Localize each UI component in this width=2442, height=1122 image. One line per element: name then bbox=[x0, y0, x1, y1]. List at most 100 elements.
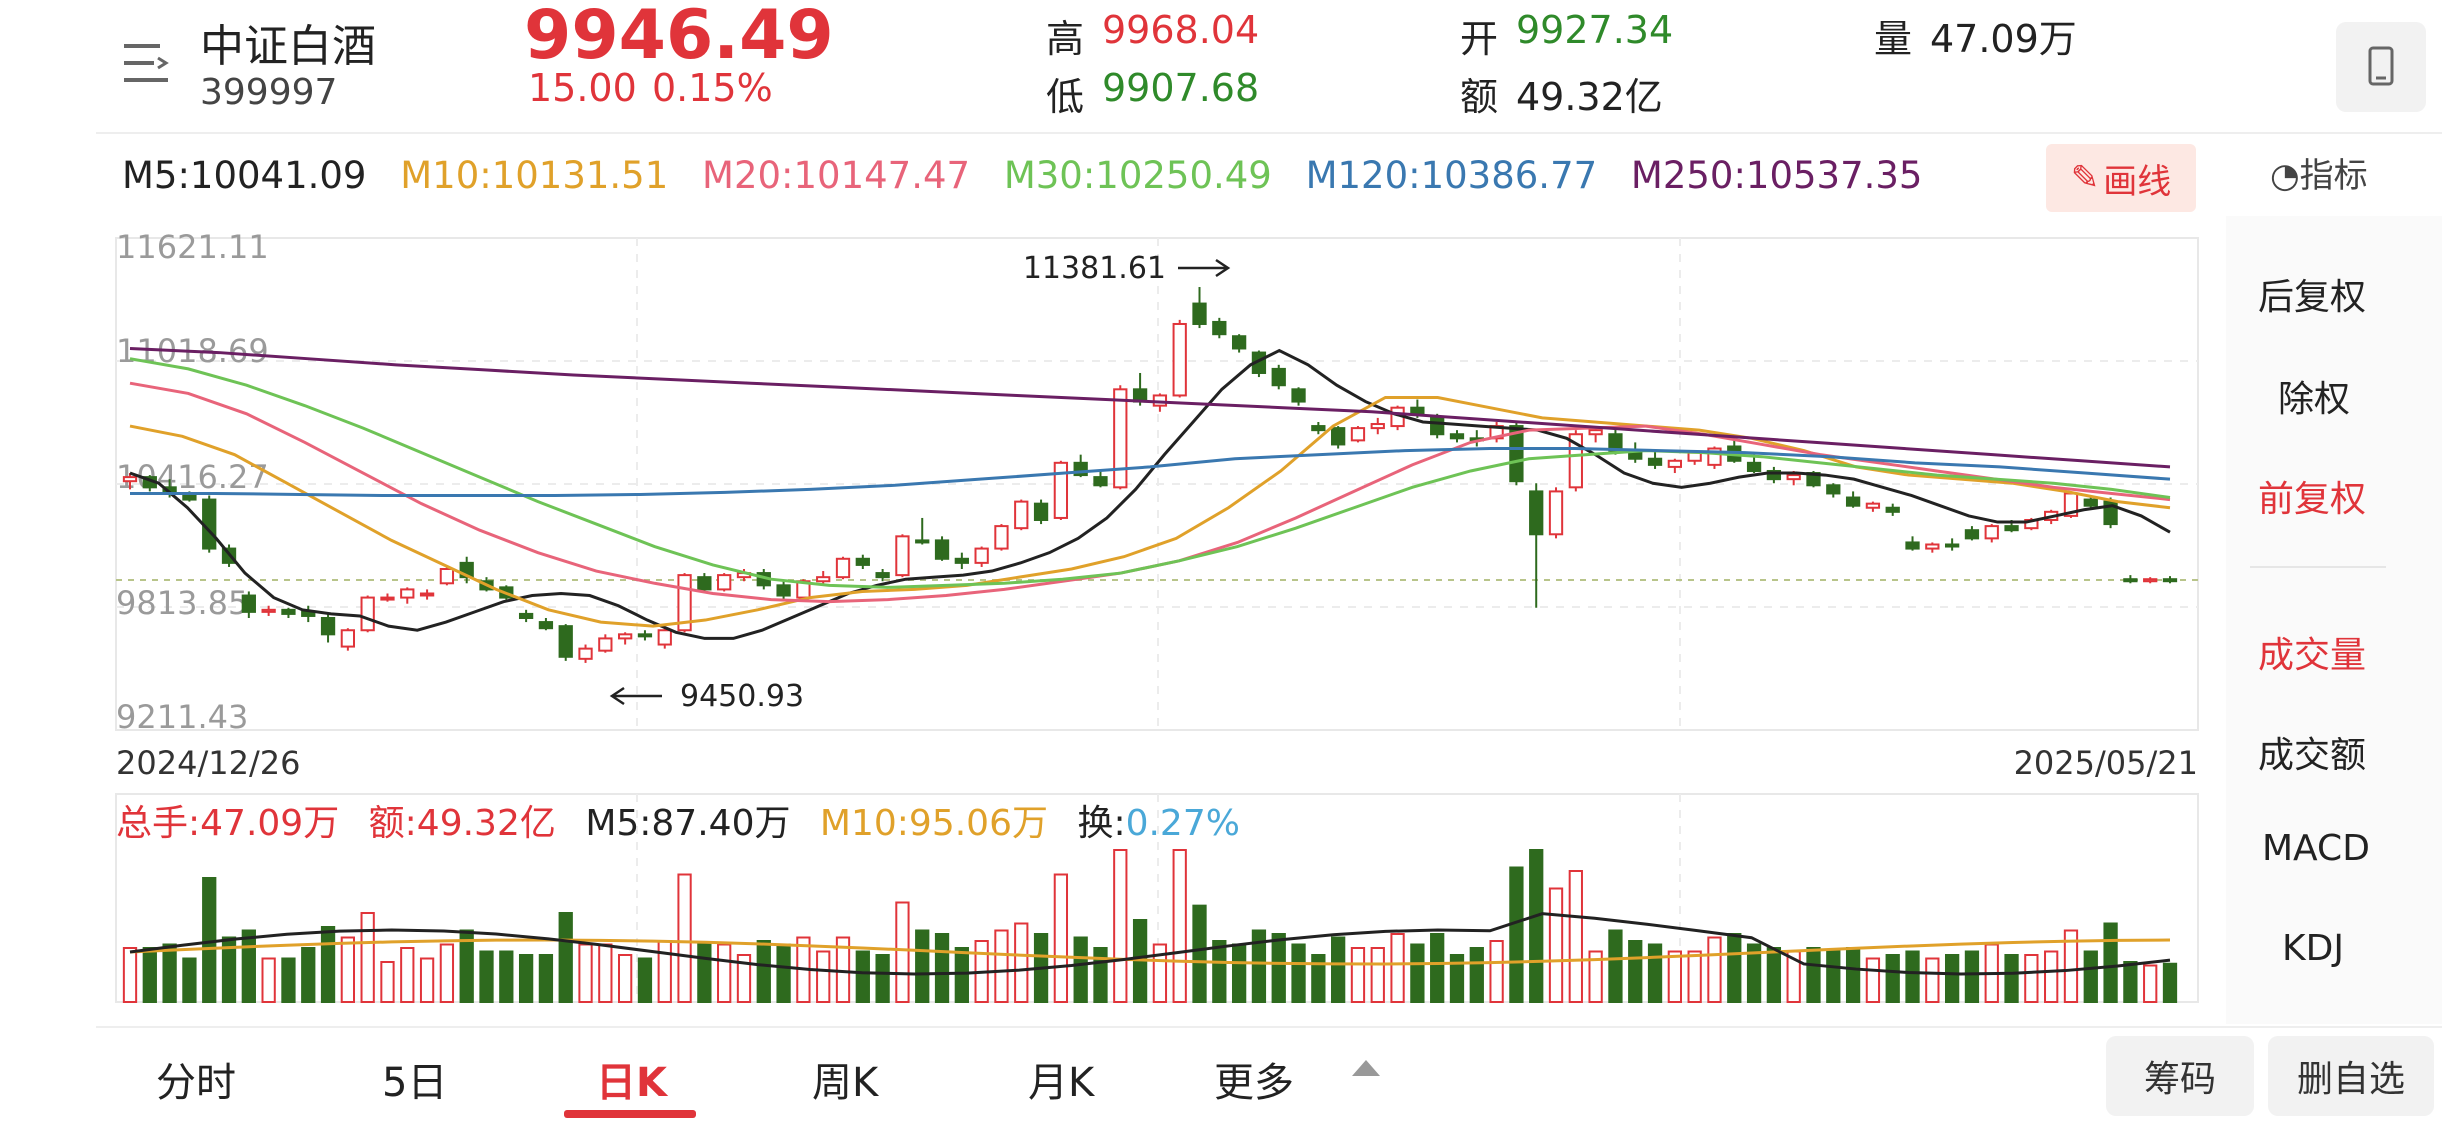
volume-bar bbox=[162, 943, 177, 1003]
volume-bar bbox=[1845, 947, 1861, 1003]
open-value: 9927.34 bbox=[1516, 8, 1674, 52]
candle-body bbox=[855, 557, 870, 566]
landscape-button[interactable] bbox=[2336, 22, 2426, 112]
candle-body bbox=[281, 608, 296, 615]
candle-body bbox=[1449, 433, 1465, 440]
ma250-label: M250:10537.35 bbox=[1630, 154, 1923, 197]
candle-body bbox=[1964, 529, 1980, 540]
volume-bar bbox=[1548, 887, 1564, 1003]
candle-body bbox=[1925, 543, 1940, 550]
phone-rotate-icon bbox=[2368, 46, 2394, 86]
volume-bar bbox=[1271, 933, 1286, 1003]
volume-bar bbox=[677, 873, 692, 1003]
candle-body bbox=[1667, 459, 1682, 468]
side-adj-exright[interactable]: 除权 bbox=[2278, 379, 2351, 420]
volume-bar bbox=[2083, 950, 2098, 1003]
menu-icon[interactable] bbox=[120, 38, 174, 88]
candle-body bbox=[1885, 506, 1900, 513]
volume-bar bbox=[1885, 954, 1900, 1003]
ma20-label: M20:10147.47 bbox=[702, 154, 971, 197]
chip-distribution-button[interactable]: 筹码 bbox=[2106, 1036, 2254, 1116]
draw-line-button[interactable]: ✎ 画线 bbox=[2046, 144, 2196, 212]
volume-bar bbox=[875, 954, 890, 1003]
volume-bar bbox=[1647, 943, 1663, 1003]
candle-body bbox=[419, 592, 435, 597]
candle-body bbox=[1410, 406, 1425, 415]
volume-total: 总手:47.09万 bbox=[116, 803, 340, 844]
volume-bar bbox=[1053, 873, 1069, 1003]
candle-body bbox=[2162, 578, 2178, 583]
volume-bar bbox=[340, 936, 356, 1003]
candle-body bbox=[954, 557, 969, 564]
candle-body bbox=[1509, 425, 1524, 483]
volume-bar bbox=[1806, 947, 1821, 1003]
candle-body bbox=[400, 588, 415, 599]
side-adj-forward[interactable]: 前复权 bbox=[2258, 479, 2367, 520]
candle-body bbox=[518, 612, 534, 619]
volume-legend: 总手:47.09万 额:49.32亿 M5:87.40万 M10:95.06万 … bbox=[116, 794, 1240, 846]
caret-up-icon[interactable] bbox=[1352, 1060, 1380, 1076]
high-annotation: 11381.61 bbox=[1023, 251, 1166, 286]
side-sub-volume[interactable]: 成交量 bbox=[2258, 635, 2367, 676]
volume-bar bbox=[1667, 950, 1682, 1003]
side-menu-panel bbox=[2226, 216, 2442, 1024]
volume-bar bbox=[301, 947, 316, 1003]
volume-bar bbox=[1390, 933, 1405, 1003]
volume-bar bbox=[1865, 957, 1881, 1003]
side-sub-amount[interactable]: 成交额 bbox=[2258, 735, 2367, 776]
volume-bar bbox=[954, 947, 969, 1003]
candle-body bbox=[1905, 541, 1920, 550]
pencil-icon: ✎ bbox=[2070, 158, 2100, 198]
last-price: 9946.49 bbox=[524, 0, 834, 75]
price-axis-label: 11621.11 bbox=[116, 228, 269, 266]
volume-bar bbox=[816, 950, 831, 1003]
candle-body bbox=[1826, 484, 1841, 495]
candle-body bbox=[1291, 388, 1306, 403]
tab-weekly-k[interactable]: 周K bbox=[812, 1060, 879, 1106]
volume-bar bbox=[1964, 950, 1980, 1003]
candle-body bbox=[261, 608, 276, 613]
volume-bar bbox=[1093, 947, 1108, 1003]
ma-legend: M5:10041.09 M10:10131.51 M20:10147.47 M3… bbox=[122, 154, 1922, 197]
candle-body bbox=[875, 572, 890, 579]
stock-code: 399997 bbox=[200, 72, 338, 113]
candle-body bbox=[1192, 302, 1207, 325]
ma-line-m20 bbox=[129, 381, 2171, 604]
candle-body bbox=[1370, 423, 1385, 430]
date-start-label: 2024/12/26 bbox=[116, 744, 300, 782]
volume-amount: 额:49.32亿 bbox=[368, 803, 556, 844]
tab-daily-k[interactable]: 日K bbox=[596, 1060, 667, 1106]
side-sub-macd[interactable]: MACD bbox=[2262, 828, 2370, 869]
side-adj-backward[interactable]: 后复权 bbox=[2258, 277, 2367, 318]
candle-body bbox=[340, 629, 356, 648]
ma120-label: M120:10386.77 bbox=[1305, 154, 1598, 197]
side-sub-kdj[interactable]: KDJ bbox=[2282, 928, 2344, 969]
ma-line-m250 bbox=[129, 346, 2171, 469]
indicator-button[interactable]: ◔指标 bbox=[2270, 148, 2368, 197]
turnover-label: 换: bbox=[1077, 803, 1126, 844]
volume-bar bbox=[1449, 954, 1465, 1003]
candle-body bbox=[657, 629, 672, 646]
volume-bar bbox=[2004, 954, 2019, 1003]
candle-body bbox=[439, 567, 455, 585]
tab-5day[interactable]: 5日 bbox=[382, 1060, 448, 1106]
volume-bar bbox=[1509, 866, 1524, 1003]
candle-body bbox=[1331, 427, 1346, 446]
remove-watchlist-button[interactable]: 删自选 bbox=[2268, 1036, 2434, 1116]
volume-bar bbox=[1073, 936, 1088, 1003]
candle-body bbox=[1033, 502, 1049, 521]
volume-bar bbox=[1905, 950, 1920, 1003]
tab-monthly-k[interactable]: 月K bbox=[1028, 1060, 1095, 1106]
tab-more[interactable]: 更多 bbox=[1214, 1060, 1294, 1106]
side-menu-divider bbox=[2250, 566, 2386, 568]
volume-bar bbox=[2162, 962, 2178, 1003]
candle-body bbox=[380, 596, 395, 601]
candle-body bbox=[915, 539, 930, 544]
volume-m5: M5:87.40万 bbox=[585, 803, 791, 844]
volume-bar bbox=[1212, 940, 1227, 1003]
bottom-divider bbox=[96, 1026, 2442, 1028]
candle-body bbox=[974, 547, 989, 564]
volume-bar bbox=[241, 929, 256, 1003]
tab-intraday[interactable]: 分时 bbox=[156, 1060, 236, 1106]
